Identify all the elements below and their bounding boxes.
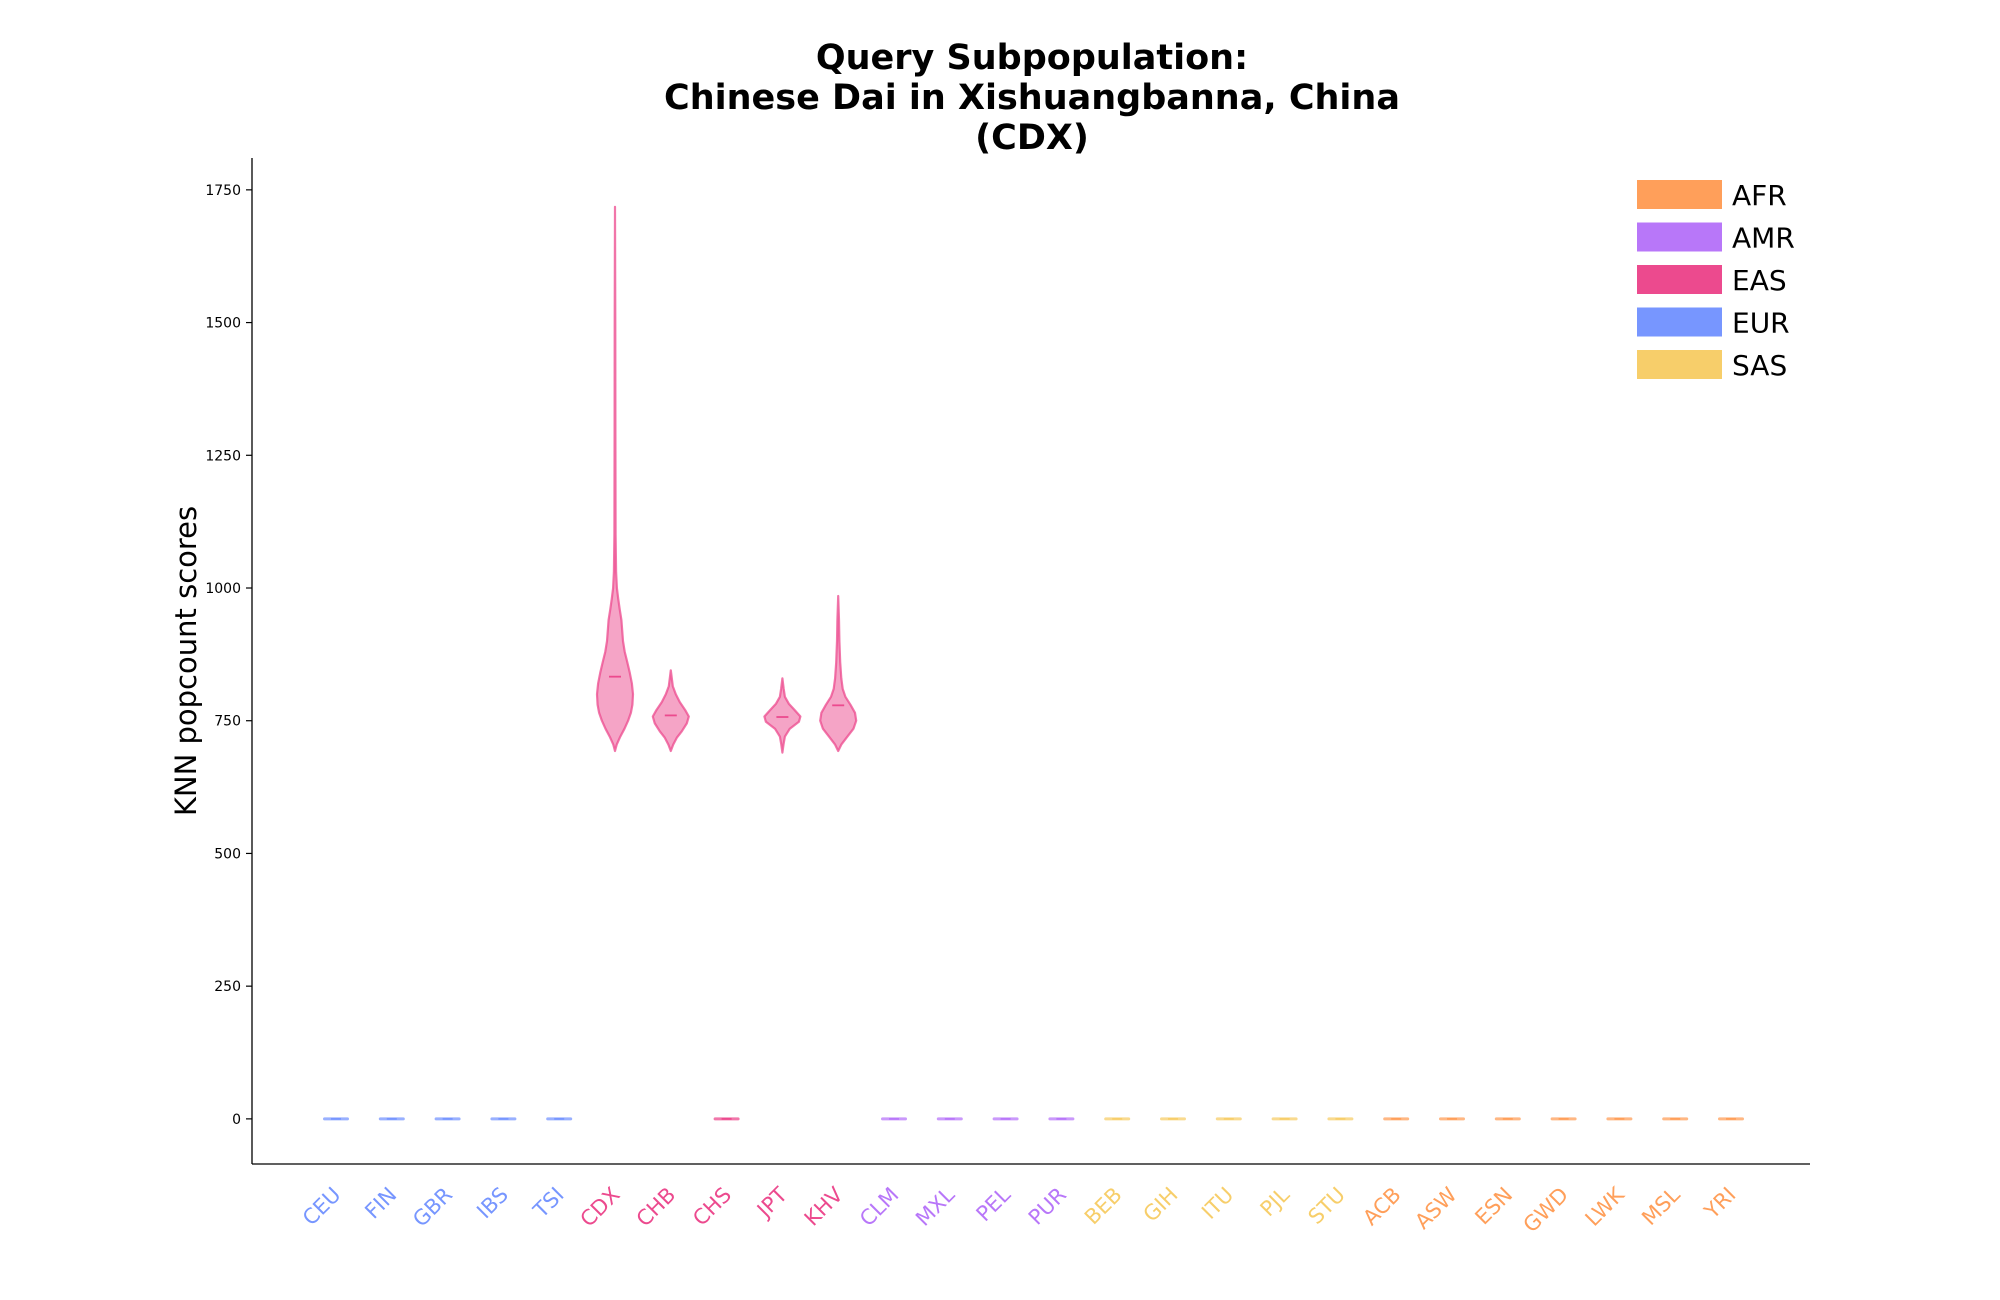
x-tick-label-msl: MSL <box>1637 1182 1685 1230</box>
x-tick-label-chb: CHB <box>632 1183 681 1232</box>
x-tick-label-beb: BEB <box>1080 1183 1127 1230</box>
violin-pjl <box>1271 1117 1298 1121</box>
y-tick-label: 500 <box>214 846 241 862</box>
violin-pel <box>992 1117 1019 1121</box>
y-tick-label: 1750 <box>205 183 241 199</box>
x-tick-label-asw: ASW <box>1410 1182 1461 1233</box>
violin-jpt <box>763 677 802 754</box>
violin-cdx <box>595 205 635 753</box>
legend-swatch <box>1637 350 1722 379</box>
y-tick-label: 1000 <box>205 581 241 597</box>
violin-body <box>651 669 690 753</box>
violin-tsi <box>546 1117 573 1121</box>
x-tick-label-tsi: TSI <box>528 1183 569 1224</box>
legend-item-afr: AFR <box>1637 179 1787 212</box>
violin-gbr <box>434 1117 461 1121</box>
violin-chb <box>651 669 690 753</box>
legend-label: AMR <box>1732 222 1795 255</box>
violin-lwk <box>1606 1117 1633 1121</box>
violin-pur <box>1048 1117 1075 1121</box>
x-tick-label-khv: KHV <box>800 1182 848 1230</box>
violin-beb <box>1104 1117 1131 1121</box>
violin-gwd <box>1550 1117 1577 1121</box>
y-tick-label: 750 <box>214 714 241 730</box>
legend-item-amr: AMR <box>1637 222 1795 255</box>
legend: AFR AMR EAS EUR SAS <box>1637 179 1795 382</box>
violin-chs <box>713 1117 740 1121</box>
legend-label: EUR <box>1732 307 1790 340</box>
x-tick-label-ceu: CEU <box>298 1183 346 1231</box>
chart-title-line-1: Query Subpopulation: <box>816 38 1248 78</box>
x-tick-label-pur: PUR <box>1024 1183 1071 1230</box>
x-tick-label-fin: FIN <box>360 1183 401 1224</box>
legend-swatch <box>1637 307 1722 337</box>
y-tick-label: 250 <box>214 979 241 995</box>
x-tick-label-pel: PEL <box>972 1182 1016 1226</box>
y-axis-label: KNN popcount scores <box>169 506 203 816</box>
legend-item-eur: EUR <box>1637 307 1790 340</box>
legend-item-sas: SAS <box>1637 349 1787 382</box>
x-tick-label-cdx: CDX <box>576 1183 625 1232</box>
violin-body <box>763 677 802 754</box>
x-tick-label-gih: GIH <box>1139 1183 1183 1227</box>
legend-label: SAS <box>1732 349 1787 382</box>
x-axis-ticks: CEU FIN GBR IBS TSI CDX CHB CHS JPT KHV CLM MXL PEL P… <box>298 1182 1741 1237</box>
x-tick-label-gbr: GBR <box>408 1183 457 1232</box>
legend-label: AFR <box>1732 179 1787 212</box>
violin-yri <box>1718 1117 1744 1121</box>
chart-title-line-2: Chinese Dai in Xishuangbanna, China <box>664 78 1400 118</box>
x-tick-label-mxl: MXL <box>911 1182 959 1230</box>
violin-body <box>819 594 858 753</box>
violins <box>323 205 1744 1121</box>
violin-mxl <box>936 1117 963 1121</box>
x-tick-label-yri: YRI <box>1699 1183 1740 1224</box>
violin-gih <box>1160 1117 1186 1121</box>
legend-swatch <box>1637 180 1722 209</box>
x-tick-label-lwk: LWK <box>1581 1182 1630 1231</box>
violin-khv <box>819 594 858 753</box>
legend-item-eas: EAS <box>1637 264 1787 297</box>
x-tick-label-chs: CHS <box>688 1183 736 1231</box>
chart-title: Query Subpopulation: Chinese Dai in Xish… <box>664 38 1400 158</box>
violin-body <box>595 205 635 753</box>
x-tick-label-itu: ITU <box>1197 1183 1238 1224</box>
legend-label: EAS <box>1732 264 1787 297</box>
violin-msl <box>1662 1117 1689 1121</box>
violin-esn <box>1494 1117 1521 1121</box>
violin-clm <box>881 1117 907 1121</box>
x-tick-label-gwd: GWD <box>1519 1183 1574 1238</box>
violin-asw <box>1439 1117 1465 1121</box>
x-tick-label-pjl: PJL <box>1256 1182 1295 1221</box>
legend-swatch <box>1637 265 1722 294</box>
x-tick-label-jpt: JPT <box>751 1182 792 1223</box>
x-tick-label-ibs: IBS <box>472 1183 513 1224</box>
y-tick-label: 0 <box>232 1112 241 1128</box>
x-tick-label-stu: STU <box>1304 1183 1350 1229</box>
violin-stu <box>1327 1117 1354 1121</box>
x-tick-label-clm: CLM <box>855 1183 903 1231</box>
y-tick-label: 1250 <box>205 448 241 464</box>
axes <box>251 158 1810 1165</box>
violin-fin <box>378 1117 405 1121</box>
legend-swatch <box>1637 222 1722 252</box>
violin-itu <box>1215 1117 1242 1121</box>
violin-ceu <box>323 1117 349 1121</box>
y-tick-label: 1500 <box>205 316 241 332</box>
violin-acb <box>1383 1117 1410 1121</box>
chart-title-line-3: (CDX) <box>975 118 1089 158</box>
x-tick-label-acb: ACB <box>1358 1183 1405 1230</box>
y-axis-ticks: 0 250 500 750 1000 1250 1500 1750 <box>205 183 252 1128</box>
violin-ibs <box>490 1117 517 1121</box>
x-tick-label-esn: ESN <box>1470 1183 1517 1230</box>
